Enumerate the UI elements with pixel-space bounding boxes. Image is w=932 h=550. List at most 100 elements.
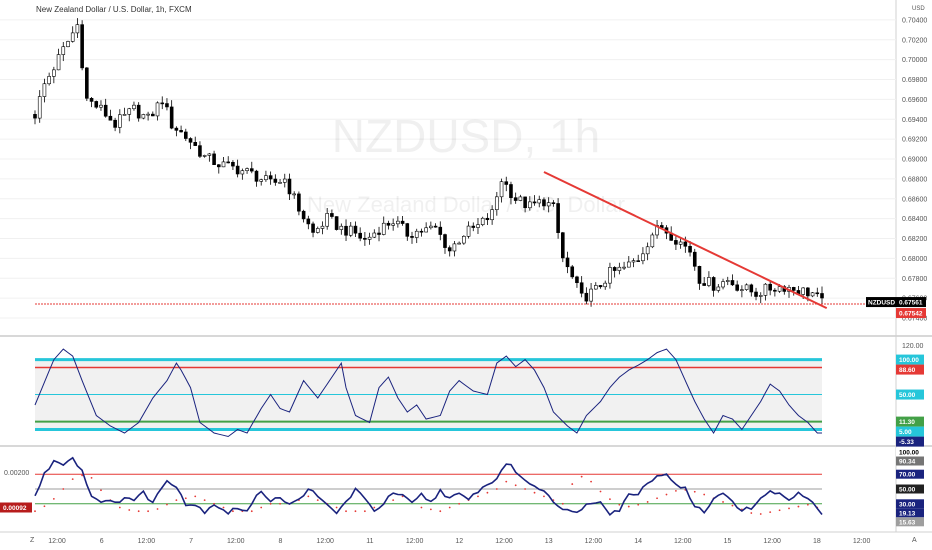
- candle-body: [221, 161, 226, 168]
- signal-dot: [505, 480, 508, 483]
- price-tick-label: 0.69200: [902, 137, 927, 144]
- candle-body: [151, 113, 155, 117]
- price-tick-label: 0.69600: [902, 97, 927, 104]
- candle-body: [249, 168, 254, 172]
- time-tick-label: 6: [100, 538, 104, 545]
- signal-dot: [731, 504, 734, 507]
- candle-body: [155, 102, 160, 117]
- candle-body: [622, 266, 626, 269]
- price-tick-label: 0.68600: [902, 196, 927, 203]
- time-tick-label: 12:00: [585, 538, 603, 545]
- signal-dot: [533, 491, 536, 494]
- candle-body: [617, 266, 622, 271]
- candle-body: [99, 104, 103, 108]
- candle-body: [513, 197, 518, 201]
- signal-dot: [448, 506, 451, 509]
- candle-body: [645, 246, 650, 255]
- candle-body: [546, 202, 551, 207]
- candle-body: [424, 227, 428, 233]
- signal-dot: [665, 493, 668, 496]
- osc2-badge: 70.00: [899, 472, 916, 479]
- price-badge-bg: [896, 297, 926, 308]
- candle-body: [353, 225, 358, 234]
- price-tick-label: 0.69800: [902, 77, 927, 84]
- osc1-badge: 5.00: [899, 429, 912, 436]
- candle-body: [75, 24, 80, 34]
- candle-body: [462, 235, 466, 244]
- candle-body: [429, 225, 433, 229]
- candle-body: [141, 114, 146, 119]
- candle-body: [806, 287, 810, 297]
- candle-body: [702, 283, 706, 286]
- candle-body: [94, 101, 99, 108]
- candle-body: [810, 292, 815, 297]
- candle-body: [165, 103, 169, 108]
- corner-left-label: Z: [30, 537, 35, 544]
- osc2-badge: 50.00: [899, 487, 916, 494]
- time-tick-label: 14: [634, 538, 642, 545]
- candle-body: [344, 225, 348, 236]
- candle-body: [820, 293, 824, 299]
- signal-dot: [778, 509, 781, 512]
- osc2-left-badge-bg: [0, 502, 32, 513]
- signal-dot: [203, 499, 206, 501]
- candle-body: [334, 216, 339, 230]
- time-tick-label: 11: [366, 538, 373, 545]
- price-tick-label: 0.68000: [902, 256, 927, 263]
- currency-label: USD: [912, 6, 925, 12]
- line-badge: 0.67542: [899, 311, 923, 318]
- osc1-badge: 88.60: [899, 367, 916, 374]
- signal-dot: [213, 502, 215, 505]
- candle-body: [612, 267, 617, 271]
- candle-body: [287, 178, 292, 195]
- candle-body: [537, 199, 542, 204]
- candle-body: [268, 175, 273, 180]
- signal-dot: [260, 506, 263, 509]
- osc2-badge-bg: [896, 469, 924, 479]
- signal-dot: [429, 508, 432, 511]
- osc1-badge: 100.00: [899, 357, 919, 364]
- candle-body: [791, 287, 796, 291]
- candle-body: [561, 232, 565, 259]
- candle-body: [598, 285, 603, 288]
- candle-body: [579, 282, 584, 294]
- price-pane[interactable]: [33, 18, 897, 310]
- candle-body: [584, 292, 589, 302]
- osc2-badge: 15.63: [899, 519, 916, 526]
- candle-body: [278, 182, 282, 184]
- candle-body: [240, 170, 245, 175]
- candle-body: [66, 41, 70, 48]
- oscillator-pane-1[interactable]: [34, 348, 822, 438]
- price-tick-label: 0.68200: [902, 236, 927, 243]
- candle-body: [339, 225, 344, 230]
- time-tick-label: 12:00: [853, 538, 871, 545]
- candle-body: [758, 295, 763, 297]
- candle-body: [47, 76, 51, 85]
- candle-body: [216, 164, 221, 168]
- candle-body: [768, 283, 772, 291]
- signal-dot: [797, 505, 800, 508]
- candle-body: [70, 32, 75, 42]
- candle-body: [320, 225, 325, 229]
- candle-body: [749, 284, 754, 293]
- candle-body: [306, 218, 311, 225]
- signal-dot: [250, 510, 253, 513]
- watermark-symbol: NZDUSD, 1h: [332, 110, 600, 162]
- candle-body: [551, 202, 556, 204]
- oscillator-pane-2[interactable]: [34, 456, 823, 516]
- signal-dot: [420, 506, 423, 509]
- candle-body: [377, 232, 381, 235]
- candle-body: [438, 226, 443, 235]
- candle-body: [127, 108, 132, 115]
- candle-body: [33, 114, 37, 119]
- candle-body: [518, 196, 523, 201]
- candle-body: [575, 276, 579, 284]
- signal-dot: [637, 503, 640, 506]
- candle-body: [744, 284, 749, 290]
- signal-dot: [137, 510, 140, 513]
- candle-body: [650, 234, 655, 248]
- candle-body: [626, 261, 631, 268]
- price-tick-label: 0.70000: [902, 57, 927, 64]
- time-tick-label: 12: [455, 538, 463, 545]
